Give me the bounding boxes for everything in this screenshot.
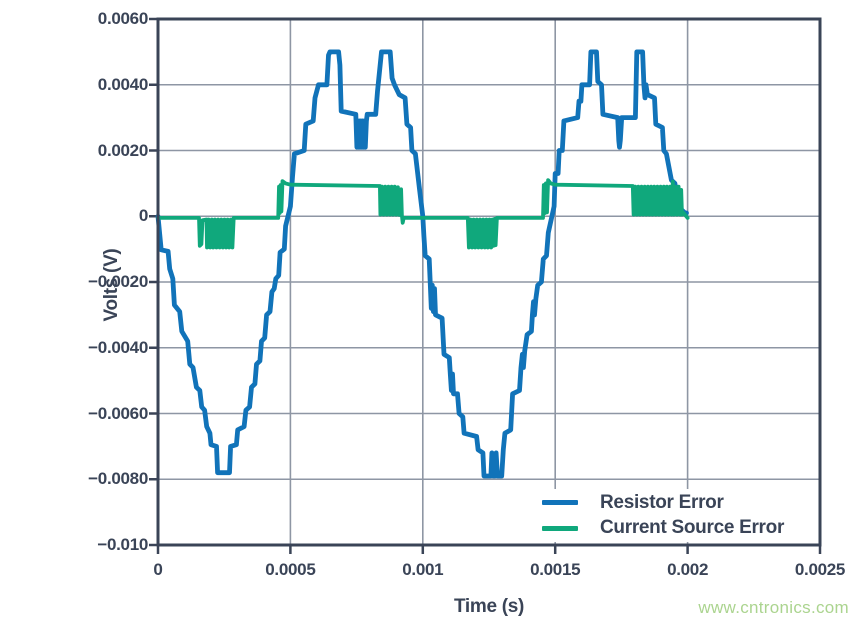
x-tick-label: 0.0025 bbox=[794, 560, 846, 579]
y-tick-label: 0.0020 bbox=[97, 140, 149, 160]
series-line-1 bbox=[156, 178, 690, 250]
legend: Resistor Error Current Source Error bbox=[531, 489, 817, 542]
x-tick-label: 0.001 bbox=[402, 560, 444, 579]
y-tick-label: 0.0060 bbox=[97, 9, 149, 28]
y-tick-label: 0.0040 bbox=[97, 74, 149, 94]
plot-frame bbox=[156, 17, 822, 547]
x-tick-label: 0 bbox=[153, 560, 163, 579]
y-tick-label: −0.0060 bbox=[88, 403, 148, 423]
resistor-error-swatch-icon bbox=[542, 500, 578, 506]
y-tick-label: 0 bbox=[138, 206, 148, 226]
current-source-error-swatch-icon bbox=[542, 525, 578, 531]
x-tick-label: 0.0015 bbox=[530, 560, 581, 579]
x-axis-title: Time (s) bbox=[453, 596, 525, 617]
x-tick-label: 0.002 bbox=[667, 560, 709, 579]
legend-label: Resistor Error bbox=[600, 491, 724, 513]
y-tick-label: −0.0040 bbox=[88, 337, 148, 357]
legend-item-resistor-error: Resistor Error bbox=[531, 491, 817, 515]
series-line-0 bbox=[155, 49, 689, 479]
y-tick-label: −0.010 bbox=[97, 535, 148, 554]
y-tick-label: −0.0080 bbox=[88, 469, 148, 489]
x-tick-label: 0.0005 bbox=[265, 560, 316, 579]
legend-item-current-source-error: Current Source Error bbox=[531, 516, 817, 540]
watermark: www.cntronics.com bbox=[698, 598, 849, 617]
legend-label: Current Source Error bbox=[600, 517, 785, 539]
y-tick-label: −0.0020 bbox=[88, 272, 148, 291]
